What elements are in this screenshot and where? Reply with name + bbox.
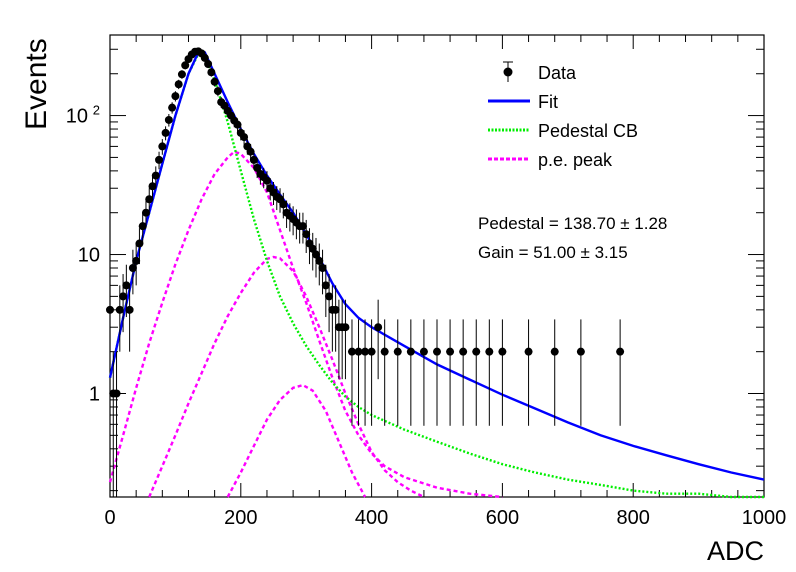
data-point <box>233 120 242 129</box>
y-axis-label: Events <box>20 38 53 130</box>
data-point <box>200 53 209 62</box>
data-point <box>155 155 164 164</box>
data-points <box>106 47 625 497</box>
x-axis-label: ADC <box>707 536 764 566</box>
y-axis-ticks: 1 10 10 2 <box>66 48 764 492</box>
data-point <box>171 92 180 101</box>
data-point <box>158 142 167 151</box>
legend-label: Fit <box>538 92 558 112</box>
data-point <box>240 133 249 142</box>
data-point <box>498 347 507 356</box>
annotation-gain: Gain = 51.00 ± 3.15 <box>478 243 628 262</box>
data-point <box>472 347 481 356</box>
data-point <box>151 171 160 180</box>
x-tick-label: 400 <box>355 507 388 529</box>
x-tick-label: 0 <box>104 507 115 529</box>
data-point <box>419 347 428 356</box>
x-tick-label: 1000 <box>742 507 787 529</box>
legend-label: p.e. peak <box>538 150 613 170</box>
data-point <box>325 292 334 301</box>
data-point <box>393 347 402 356</box>
series-layer <box>108 50 765 499</box>
data-point <box>576 347 585 356</box>
data-point <box>367 347 376 356</box>
data-point <box>112 389 121 398</box>
data-point <box>298 222 307 231</box>
data-point <box>312 250 321 259</box>
data-point <box>550 347 559 356</box>
data-point <box>204 60 213 69</box>
data-point <box>122 281 131 290</box>
data-point <box>181 61 190 70</box>
x-tick-label: 200 <box>224 507 257 529</box>
data-point <box>135 239 144 248</box>
data-point <box>148 182 157 191</box>
y-tick-exponent: 2 <box>93 103 100 118</box>
legend: Data Fit Pedestal CB p.e. peak <box>488 61 638 170</box>
data-point <box>249 155 258 164</box>
data-point <box>210 77 219 86</box>
data-point <box>213 87 222 96</box>
data-point <box>318 264 327 273</box>
data-point <box>341 323 350 332</box>
p-e-peak-3-curve <box>226 383 367 498</box>
data-point <box>524 347 533 356</box>
data-point <box>177 70 186 79</box>
legend-label: Pedestal CB <box>538 121 638 141</box>
data-point <box>138 222 147 231</box>
data-point <box>354 347 363 356</box>
data-point <box>262 176 271 185</box>
data-point <box>616 347 625 356</box>
y-tick-label: 1 <box>89 384 100 406</box>
annotation-pedestal: Pedestal = 138.70 ± 1.28 <box>478 214 667 233</box>
data-point <box>446 347 455 356</box>
plot-frame <box>109 34 765 498</box>
data-point <box>246 147 255 156</box>
data-point <box>485 347 494 356</box>
data-point <box>106 305 114 314</box>
p-e-peak-1-curve <box>108 150 503 499</box>
y-tick-label: 10 <box>66 106 88 128</box>
data-point <box>279 200 288 209</box>
data-point <box>406 347 415 356</box>
legend-data-marker <box>503 67 513 77</box>
x-tick-label: 600 <box>486 507 519 529</box>
data-point <box>145 195 154 204</box>
data-point <box>302 230 311 239</box>
y-tick-label: 10 <box>78 245 100 267</box>
data-point <box>164 115 173 124</box>
data-point <box>161 128 170 137</box>
data-point <box>119 292 128 301</box>
data-point <box>347 347 356 356</box>
data-point <box>374 323 383 332</box>
data-point <box>174 80 183 89</box>
p-e-peak-2-curve <box>148 255 425 499</box>
data-point <box>128 264 137 273</box>
data-point <box>433 347 441 356</box>
legend-label: Data <box>538 63 577 83</box>
data-point <box>459 347 468 356</box>
data-point <box>207 68 216 77</box>
x-axis-ticks: 0 200 400 600 800 1000 <box>104 35 786 529</box>
data-point <box>141 208 150 217</box>
data-point <box>125 305 134 314</box>
x-tick-label: 800 <box>617 507 650 529</box>
data-point <box>253 163 262 172</box>
pedestal-cb-curve <box>108 51 764 499</box>
data-point <box>380 347 389 356</box>
data-point <box>321 281 330 290</box>
data-point <box>315 256 324 265</box>
data-point <box>168 103 177 112</box>
data-point <box>331 305 340 314</box>
data-point <box>361 347 370 356</box>
data-point <box>115 305 124 314</box>
data-point <box>132 256 141 265</box>
